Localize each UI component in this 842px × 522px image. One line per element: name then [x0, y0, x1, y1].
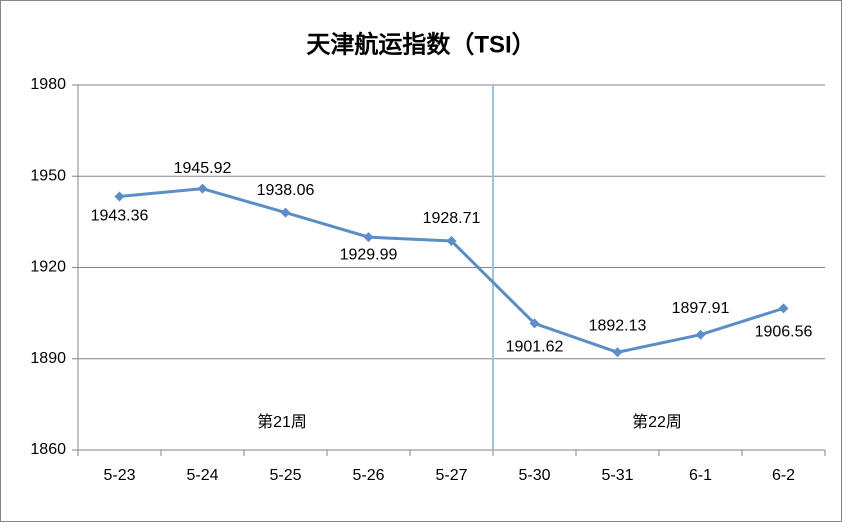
data-label: 1901.62	[506, 339, 564, 356]
marker	[612, 347, 623, 358]
annotation: 第21周	[257, 413, 307, 431]
marker	[114, 191, 125, 202]
chart-title: 天津航运指数（TSI）	[306, 30, 535, 58]
marker	[695, 329, 706, 340]
annotation: 第22周	[632, 413, 682, 431]
data-label: 1945.92	[174, 160, 232, 177]
x-tick-label: 6-1	[689, 467, 712, 484]
marker	[280, 207, 291, 218]
data-label: 1943.36	[91, 208, 149, 225]
y-tick-label: 1920	[30, 259, 66, 276]
x-tick-label: 5-24	[186, 467, 218, 484]
y-tick-label: 1980	[30, 76, 66, 93]
x-tick-label: 6-2	[772, 467, 795, 484]
x-tick-label: 5-30	[518, 467, 550, 484]
data-label: 1906.56	[755, 324, 813, 341]
marker	[363, 232, 374, 243]
data-label: 1929.99	[340, 246, 398, 263]
x-tick-label: 5-25	[269, 467, 301, 484]
marker	[197, 183, 208, 194]
data-label: 1892.13	[589, 317, 647, 334]
data-label: 1897.91	[672, 300, 730, 317]
x-tick-label: 5-31	[601, 467, 633, 484]
data-label: 1928.71	[423, 210, 481, 227]
x-tick-label: 5-27	[435, 467, 467, 484]
marker	[778, 303, 789, 314]
y-tick-label: 1950	[30, 167, 66, 184]
marker	[446, 236, 457, 247]
x-tick-label: 5-26	[352, 467, 384, 484]
marker	[529, 318, 540, 329]
x-tick-label: 5-23	[103, 467, 135, 484]
y-tick-label: 1860	[30, 441, 66, 458]
data-label: 1938.06	[257, 182, 315, 199]
y-tick-label: 1890	[30, 350, 66, 367]
